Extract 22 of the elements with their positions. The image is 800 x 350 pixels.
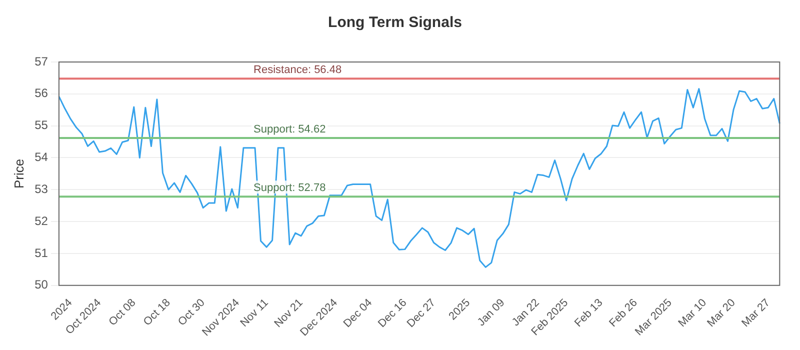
x-tick-label: Jan 09 bbox=[475, 296, 508, 329]
y-tick-label: 57 bbox=[34, 54, 48, 68]
ref-line-label: Resistance: 56.48 bbox=[254, 64, 342, 76]
y-tick-label: 54 bbox=[34, 150, 48, 164]
x-tick-label: Mar 20 bbox=[705, 296, 738, 330]
x-tick-label: Dec 04 bbox=[341, 296, 375, 330]
x-tick-label: Nov 11 bbox=[238, 296, 271, 330]
y-axis-title: Price bbox=[11, 158, 26, 188]
y-tick-label: 53 bbox=[34, 182, 48, 196]
ref-line-label: Support: 52.78 bbox=[254, 182, 326, 194]
x-tick-label: Dec 27 bbox=[404, 296, 438, 330]
x-tick-label: Mar 27 bbox=[740, 296, 772, 330]
y-tick-label: 51 bbox=[34, 246, 48, 260]
chart-title: Long Term Signals bbox=[328, 14, 462, 32]
x-tick-label: Oct 08 bbox=[106, 296, 138, 328]
x-tick-label: Feb 13 bbox=[572, 296, 606, 330]
ref-line-label: Support: 54.62 bbox=[254, 123, 326, 136]
y-tick-label: 52 bbox=[34, 214, 48, 228]
y-tick-label: 55 bbox=[34, 118, 48, 132]
y-tick-label: 56 bbox=[34, 86, 48, 100]
y-tick-label: 50 bbox=[34, 278, 48, 292]
x-tick-label: Oct 18 bbox=[141, 296, 173, 328]
